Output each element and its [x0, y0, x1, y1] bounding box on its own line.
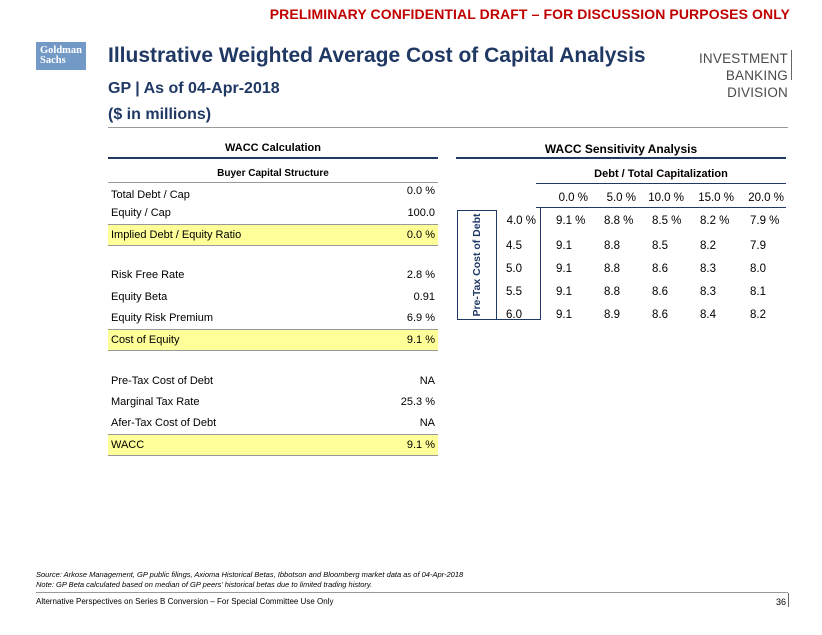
row-label: 5.5	[506, 286, 522, 298]
note-footnote: Note: GP Beta calculated based on median…	[36, 580, 373, 589]
pre-tax-cost-of-debt-label: Pre-Tax Cost of Debt	[457, 210, 497, 320]
row-value: 25.3 %	[400, 396, 435, 408]
sens-value: 9.1	[556, 309, 572, 321]
wacc-calc-title-rule	[108, 157, 438, 159]
row-wacc: WACC 9.1 %	[108, 434, 438, 456]
page-number-divider	[788, 593, 789, 607]
col-header: 10.0 %	[648, 192, 684, 204]
section-header-rule	[108, 182, 438, 183]
row-marginal-tax-rate: Marginal Tax Rate 25.3 %	[108, 396, 438, 410]
sens-value: 7.9 %	[750, 215, 780, 227]
debt-total-cap-header: Debt / Total Capitalization	[594, 168, 728, 180]
col-header: 20.0 %	[748, 192, 784, 204]
sens-value: 8.3	[700, 286, 716, 298]
footer-rule	[36, 592, 788, 593]
confidential-banner: PRELIMINARY CONFIDENTIAL DRAFT – FOR DIS…	[269, 6, 790, 22]
row-label: WACC	[111, 439, 145, 451]
row-label: 5.0	[506, 263, 522, 275]
sensitivity-title-rule	[456, 157, 786, 159]
sens-value: 8.9	[604, 309, 620, 321]
row-cost-of-equity: Cost of Equity 9.1 %	[108, 329, 438, 351]
row-label: Equity / Cap	[111, 207, 171, 219]
goldman-sachs-logo: Goldman Sachs	[36, 42, 86, 70]
sens-value: 9.1 %	[556, 215, 586, 227]
row-equity-risk-premium: Equity Risk Premium 6.9 %	[108, 312, 438, 326]
col-header: 5.0 %	[606, 192, 636, 204]
sens-value: 9.1	[556, 286, 572, 298]
row-value: 100.0	[407, 207, 435, 219]
units-note: ($ in millions)	[108, 106, 212, 123]
row-after-tax-cost-of-debt: Afer-Tax Cost of Debt NA	[108, 417, 438, 431]
source-footnote: Source: Arkose Management, GP public fil…	[36, 570, 464, 579]
row-label-divider	[540, 208, 541, 320]
row-label-bottom-rule	[497, 319, 541, 320]
row-implied-debt-equity: Implied Debt / Equity Ratio 0.0 %	[108, 224, 438, 246]
sens-value: 8.3	[700, 263, 716, 275]
sens-value: 8.2	[700, 240, 716, 252]
row-label: Pre-Tax Cost of Debt	[111, 375, 214, 387]
sens-value: 8.4	[700, 309, 716, 321]
sens-value: 8.5	[652, 240, 668, 252]
division-line-1: INVESTMENT BANKING	[698, 51, 788, 83]
sens-value: 8.8 %	[604, 215, 634, 227]
row-total-debt-cap: Total Debt / Cap 0.0 %	[108, 185, 438, 203]
row-value: 0.91	[413, 291, 435, 303]
row-value: 2.8 %	[406, 269, 435, 281]
sens-value: 9.1	[556, 263, 572, 275]
row-label: Risk Free Rate	[111, 269, 185, 281]
row-value: 6.9 %	[406, 312, 435, 324]
row-label: 4.0 %	[506, 215, 536, 227]
sens-value: 8.6	[652, 286, 668, 298]
row-value: 9.1 %	[406, 334, 435, 346]
row-label: Cost of Equity	[111, 334, 180, 346]
sens-value: 8.2 %	[700, 215, 730, 227]
header-rule	[108, 127, 788, 128]
sens-value: 8.6	[652, 263, 668, 275]
sens-value: 8.0	[750, 263, 766, 275]
row-label: Equity Risk Premium	[111, 312, 214, 324]
row-label: 4.5	[506, 240, 522, 252]
row-pre-tax-cost-of-debt: Pre-Tax Cost of Debt NA	[108, 375, 438, 389]
page-number: 36	[775, 597, 786, 607]
division-divider	[791, 50, 792, 80]
sens-value: 8.8	[604, 286, 620, 298]
row-label: Marginal Tax Rate	[111, 396, 200, 408]
buyer-capital-structure-header: Buyer Capital Structure	[217, 168, 329, 179]
row-risk-free-rate: Risk Free Rate 2.8 %	[108, 269, 438, 283]
wacc-calc-title: WACC Calculation	[225, 142, 321, 154]
division-label: INVESTMENT BANKING DIVISION	[652, 50, 788, 101]
logo-line-2: Sachs	[40, 55, 66, 66]
col-header: 15.0 %	[698, 192, 734, 204]
row-label: Implied Debt / Equity Ratio	[111, 229, 242, 241]
pre-tax-cost-of-debt-text: Pre-Tax Cost of Debt	[471, 213, 483, 317]
sens-value: 8.2	[750, 309, 766, 321]
sens-value: 8.1	[750, 286, 766, 298]
row-label: Afer-Tax Cost of Debt	[111, 417, 217, 429]
row-value: 9.1 %	[406, 439, 435, 451]
sens-value: 7.9	[750, 240, 766, 252]
row-label: 6.0	[506, 309, 522, 321]
sens-value: 8.5 %	[652, 215, 682, 227]
row-value: NA	[419, 417, 435, 429]
col-header-rule	[536, 207, 786, 208]
sens-value: 9.1	[556, 240, 572, 252]
sens-value: 8.6	[652, 309, 668, 321]
page-subtitle: GP | As of 04-Apr-2018	[108, 80, 280, 97]
row-equity-beta: Equity Beta 0.91	[108, 291, 438, 305]
logo-line-1: Goldman	[40, 45, 83, 56]
sens-value: 8.8	[604, 263, 620, 275]
page-title: Illustrative Weighted Average Cost of Ca…	[108, 44, 646, 67]
footer-text: Alternative Perspectives on Series B Con…	[36, 597, 334, 606]
row-label: Equity Beta	[111, 291, 168, 303]
sens-value: 8.8	[604, 240, 620, 252]
row-value: NA	[419, 375, 435, 387]
row-label: Total Debt / Cap	[111, 189, 190, 201]
row-value: 0.0 %	[406, 229, 435, 241]
debt-total-cap-rule	[536, 183, 786, 184]
row-value: 0.0 %	[406, 185, 435, 197]
col-header: 0.0 %	[558, 192, 588, 204]
division-line-2: DIVISION	[727, 85, 788, 100]
sensitivity-title: WACC Sensitivity Analysis	[544, 142, 698, 156]
row-equity-cap: Equity / Cap 100.0	[108, 207, 438, 221]
